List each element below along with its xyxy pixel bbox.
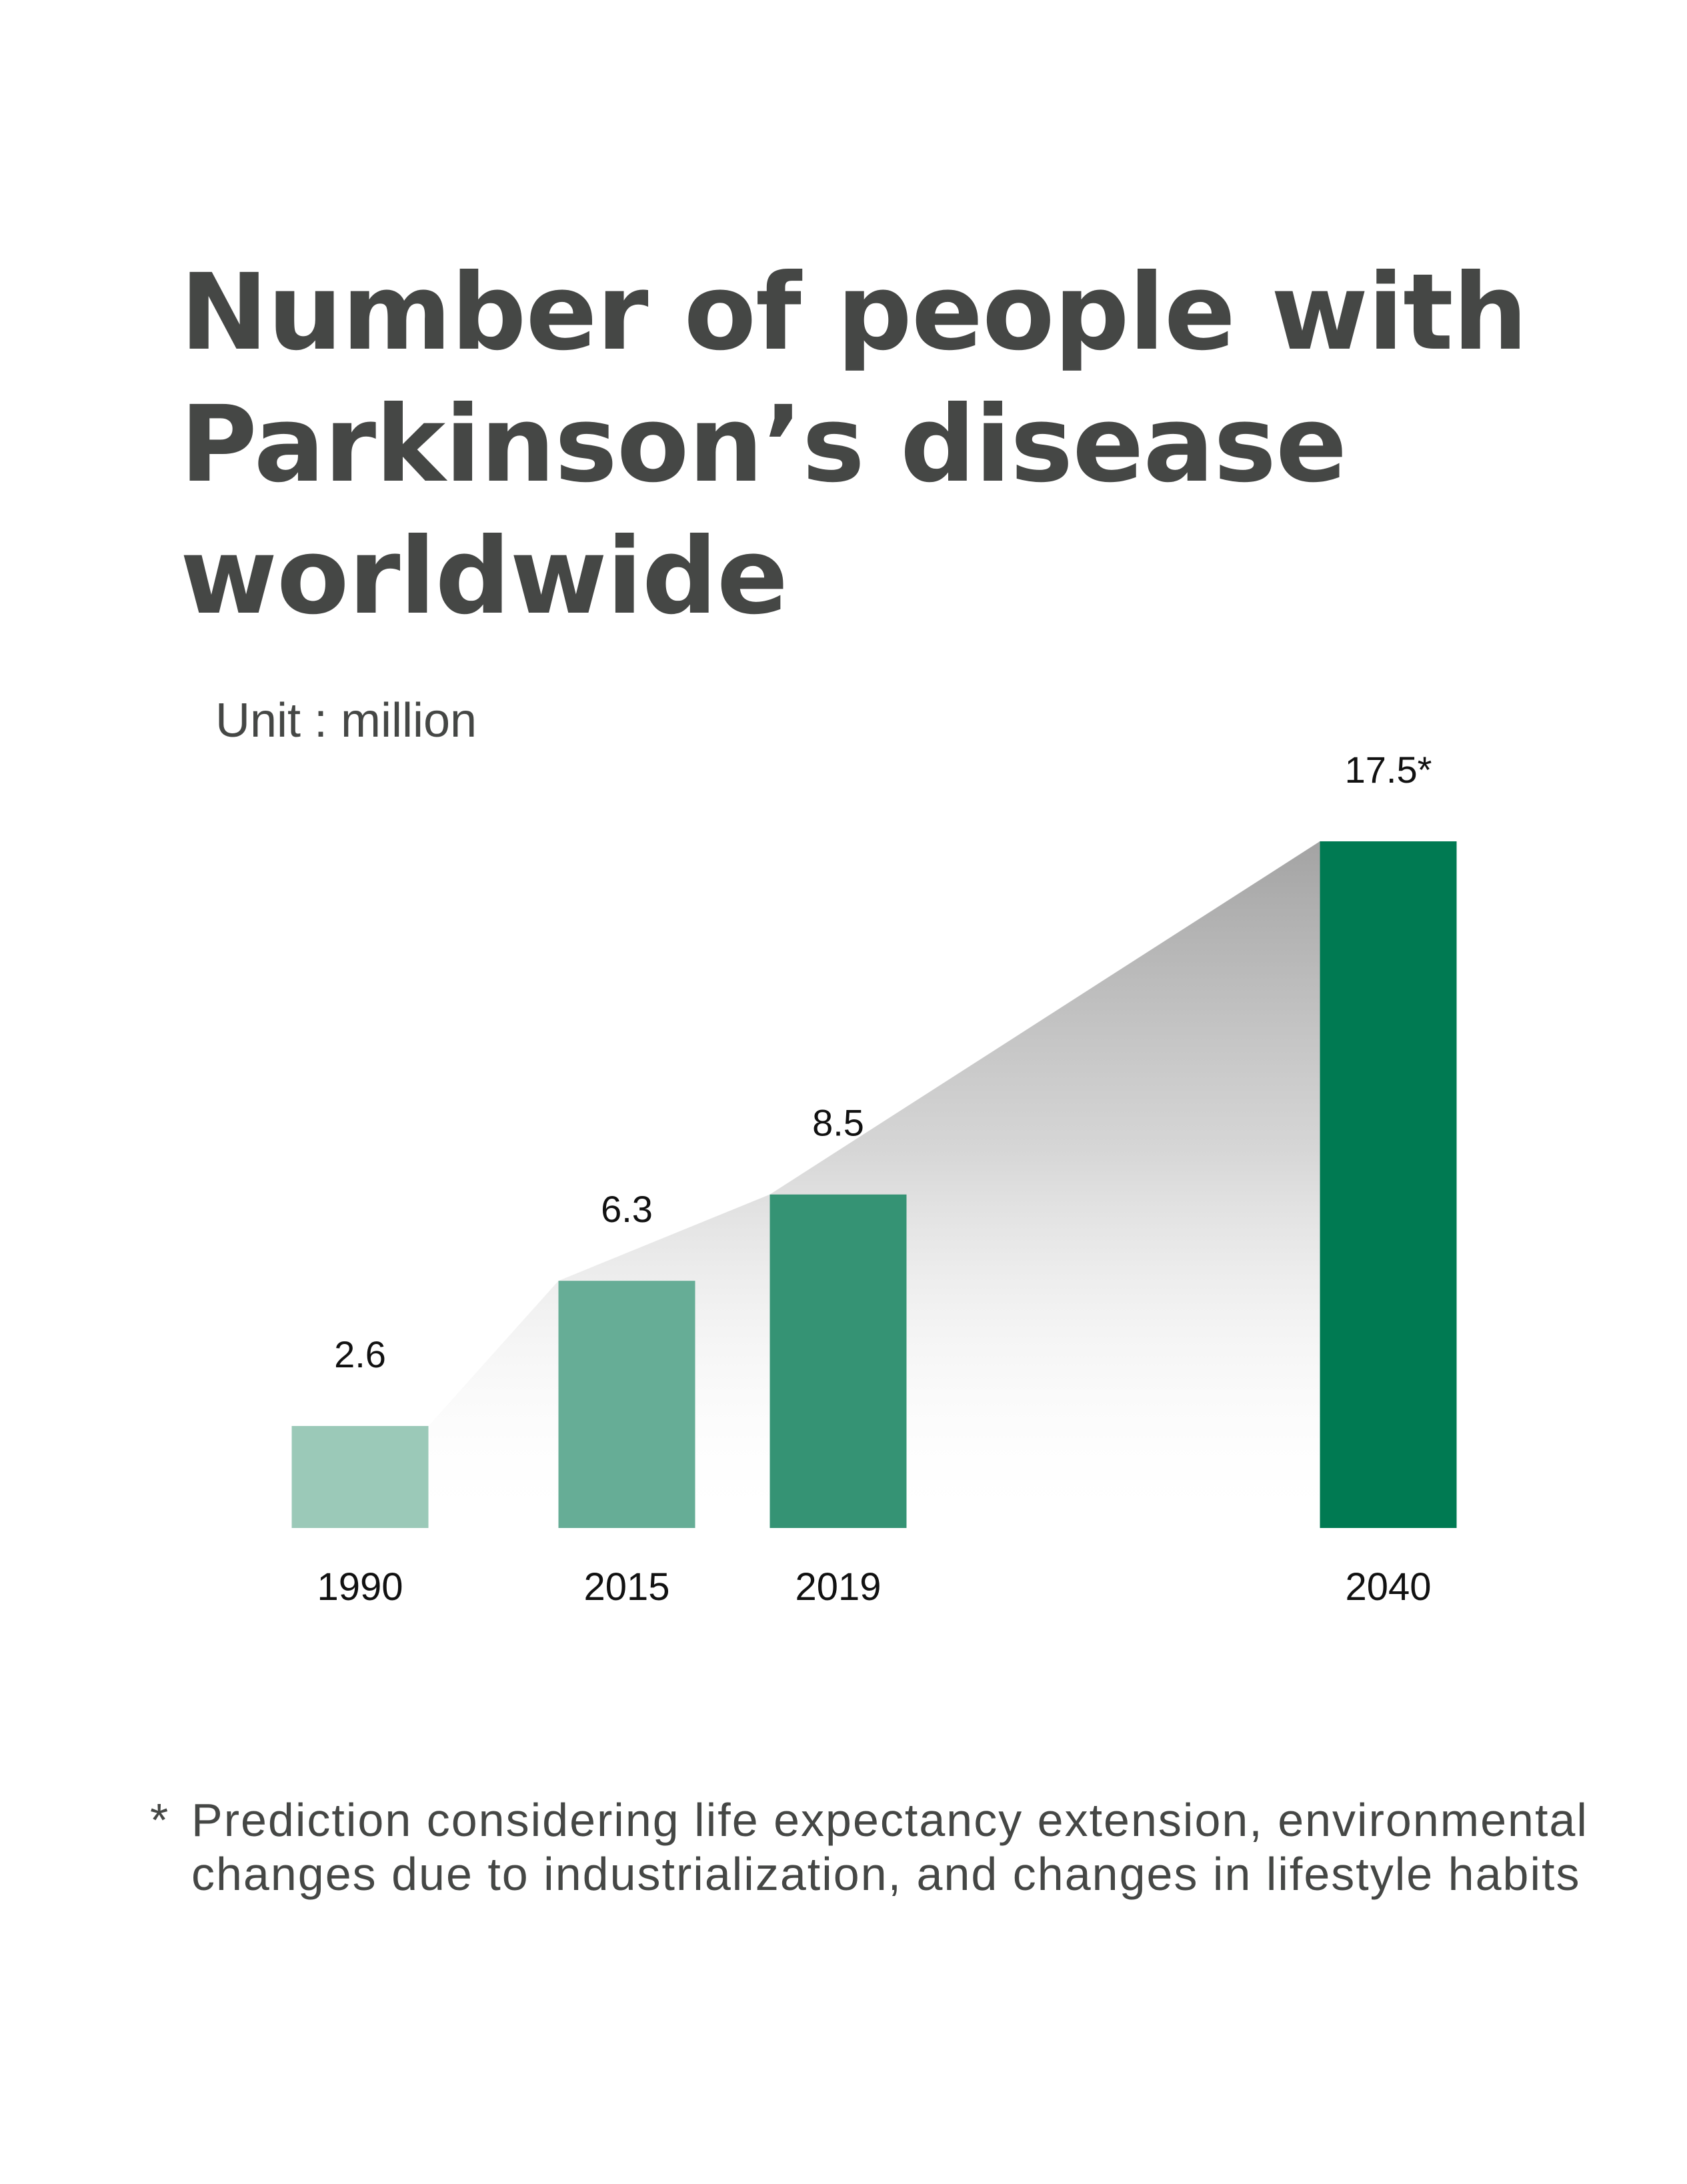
category-label-2015: 2015 <box>583 1565 669 1609</box>
category-label-2019: 2019 <box>795 1565 881 1609</box>
bar-chart: 2.6 6.3 8.5 17.5* 1990 2015 2019 2040 <box>291 749 1457 1609</box>
value-label-1990: 2.6 <box>334 1333 386 1375</box>
footnote-marker: * <box>150 1794 170 1846</box>
bar-2019 <box>769 1194 907 1528</box>
bar-2015 <box>558 1281 695 1528</box>
category-label-2040: 2040 <box>1345 1565 1431 1609</box>
footnote-text: Prediction considering life expectancy e… <box>191 1794 1588 1900</box>
unit-label: Unit : million <box>215 694 477 747</box>
value-labels-group: 2.6 6.3 8.5 17.5* <box>334 749 1432 1375</box>
category-labels-group: 1990 2015 2019 2040 <box>317 1565 1431 1609</box>
value-label-2019: 8.5 <box>812 1102 864 1144</box>
value-label-2015: 6.3 <box>601 1188 653 1230</box>
category-label-1990: 1990 <box>317 1565 403 1609</box>
bar-1990 <box>291 1425 429 1528</box>
chart-title: Number of people with Parkinson’s diseas… <box>180 251 1528 638</box>
value-label-2040: 17.5* <box>1345 749 1432 791</box>
bars-group <box>291 841 1457 1528</box>
footnote: * Prediction considering life expectancy… <box>150 1793 1650 1901</box>
bar-2040 <box>1320 841 1457 1528</box>
